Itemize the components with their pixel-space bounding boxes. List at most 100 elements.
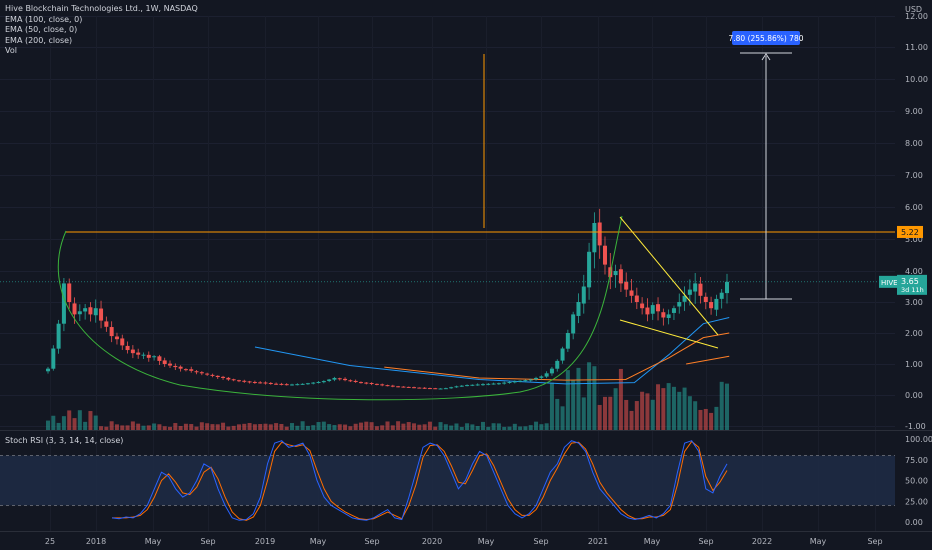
candle-body (390, 385, 395, 387)
volume-bar (417, 424, 422, 430)
volume-bar (459, 426, 464, 430)
candle-body (327, 379, 332, 382)
volume-bar (364, 421, 369, 430)
volume-bar (114, 424, 119, 430)
price-tick-label: 3.00 (905, 298, 923, 307)
candle-body (358, 382, 363, 384)
time-tick-label: Sep (867, 537, 882, 546)
indicator-ema100[interactable]: EMA (100, close, 0) (5, 14, 83, 24)
time-tick-label: Sep (200, 537, 215, 546)
cup-arc (57, 215, 623, 401)
wedge-lower-line (619, 319, 719, 349)
candle-body (114, 336, 119, 340)
volume-bar (539, 424, 544, 430)
candle-body (406, 386, 411, 388)
candle-body (268, 382, 273, 384)
volume-bar (93, 415, 98, 430)
candle-body (210, 374, 215, 376)
stoch-rsi-axis[interactable]: 100.00 75.00 50.00 25.00 0.00 (905, 435, 932, 527)
candle-body (645, 307, 650, 315)
drawings[interactable]: 7.80 (255.86%) 780 (0, 31, 895, 401)
candle-body (258, 382, 263, 384)
candle-body (454, 386, 459, 388)
volume-bar (534, 421, 539, 430)
volume-bar (305, 425, 310, 430)
candle-body (502, 382, 507, 384)
candle-body (682, 295, 687, 302)
volume-bar (46, 420, 50, 430)
candle-body (61, 283, 66, 324)
volume-bar (56, 422, 61, 430)
stoch-rsi-title[interactable]: Stoch RSI (3, 3, 14, 14, close) (5, 436, 124, 445)
time-tick-label: Sep (364, 537, 379, 546)
measure-label-box (732, 31, 800, 45)
ticker-label: HIVE (881, 279, 898, 287)
candle-body (93, 308, 98, 316)
volume-bar (316, 422, 321, 430)
candle-body (539, 376, 544, 378)
candle-body (380, 384, 385, 386)
volume-bar (390, 425, 395, 430)
volume-bar (321, 421, 326, 430)
candle-body (565, 333, 570, 349)
indicator-ema50[interactable]: EMA (50, close, 0) (5, 25, 78, 34)
volume-bar (565, 370, 570, 430)
indicator-ema200[interactable]: EMA (200, close) (5, 35, 73, 45)
candle-body (687, 289, 692, 295)
volume-bar (608, 396, 613, 430)
time-tick-label: 2019 (255, 537, 275, 546)
volume-bar (624, 399, 629, 430)
volume-bar (475, 425, 480, 430)
candle-body (205, 373, 210, 375)
volume-bar (703, 408, 708, 430)
price-axis[interactable]: 12.0011.0010.009.008.007.006.005.004.003… (879, 12, 928, 431)
time-axis[interactable]: 25 2018 May Sep 2019 May Sep 2020 May Sep 2021 May S… (45, 537, 883, 546)
candle-body (693, 283, 698, 292)
volume-bar (242, 423, 247, 430)
ema-line (384, 332, 730, 381)
volume-bar (141, 425, 146, 430)
volume-bar (61, 416, 66, 430)
currency-label: USD (905, 5, 922, 14)
rsi-tick-label: 100.00 (905, 435, 932, 444)
price-tick-label: 4.00 (905, 267, 923, 276)
volume-bar (348, 426, 353, 430)
candle-body (518, 380, 523, 382)
candle-body (295, 384, 300, 386)
volume-bar (343, 424, 348, 430)
volume-bar (247, 423, 252, 430)
candle-body (571, 314, 576, 334)
volume-bar (602, 396, 607, 430)
candle-body (443, 388, 448, 390)
volume-bar (502, 426, 507, 430)
volume-bar (295, 425, 300, 430)
rsi-tick-label: 25.00 (905, 497, 928, 506)
volume-bar (162, 426, 167, 430)
candle-body (613, 271, 618, 276)
symbol-title[interactable]: Hive Blockchain Technologies Ltd., 1W, N… (5, 4, 198, 13)
candlesticks (46, 208, 729, 390)
candle-body (215, 375, 220, 378)
candle-body (120, 338, 125, 346)
candle-body (157, 356, 162, 361)
candle-body (226, 377, 231, 380)
volume-bar (698, 409, 703, 430)
indicator-volume[interactable]: Vol (5, 46, 17, 55)
candle-body (534, 377, 539, 380)
candle-body (597, 222, 602, 246)
volume-bars (46, 362, 729, 430)
candle-body (178, 366, 183, 369)
volume-bar (221, 422, 226, 430)
candle-body (709, 302, 714, 309)
candle-body (438, 388, 443, 390)
candle-body (624, 281, 629, 290)
candle-body (661, 312, 666, 318)
candle-body (353, 380, 358, 382)
price-tick-label: 6.00 (905, 203, 923, 212)
candle-body (640, 303, 645, 309)
volume-bar (581, 397, 586, 430)
candle-body (136, 352, 141, 355)
volume-bar (406, 422, 411, 430)
candle-body (549, 368, 554, 374)
